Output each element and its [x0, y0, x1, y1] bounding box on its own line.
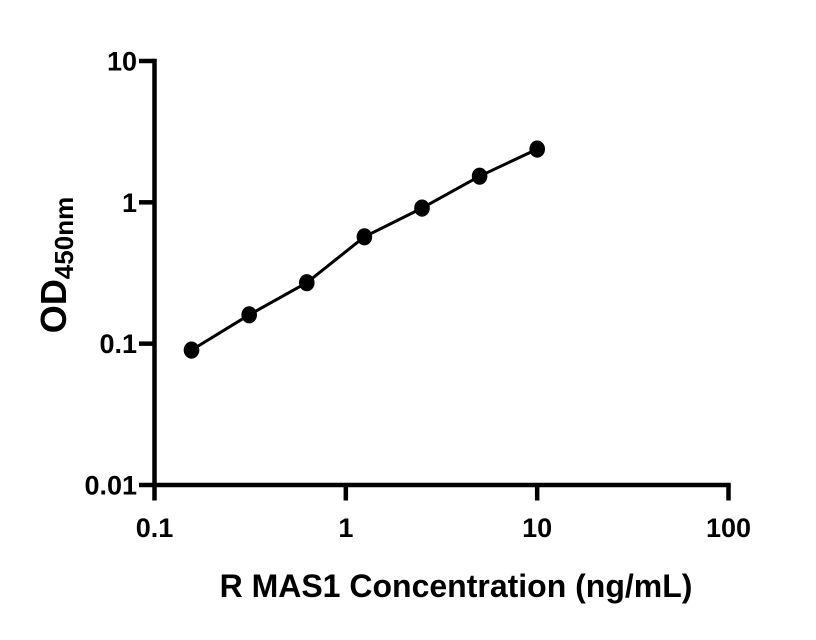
- data-point-marker: [356, 228, 373, 246]
- axes-layer: [152, 58, 731, 488]
- ticks-layer: [139, 58, 731, 501]
- y-axis-title: OD450nm: [33, 197, 79, 333]
- y-tick-label: 10: [107, 47, 137, 77]
- x-tick-label: 1: [338, 513, 353, 543]
- y-axis-title-subscript: 450nm: [49, 197, 79, 279]
- data-point-marker: [471, 167, 488, 185]
- data-point-marker: [414, 199, 430, 217]
- x-tick-label: 10: [522, 513, 552, 543]
- data-point-marker: [183, 341, 200, 359]
- y-tick-label: 0.1: [99, 329, 137, 359]
- y-axis-title-base: OD: [33, 279, 74, 333]
- series-layer: [183, 140, 545, 359]
- data-point-marker: [241, 306, 257, 324]
- data-point-marker: [299, 274, 315, 292]
- tick-labels-layer: 0.1 1 10 100 0.01 0.1 1 10: [84, 47, 751, 544]
- x-tick-label: 0.1: [136, 513, 174, 543]
- y-tick-label: 0.01: [84, 471, 137, 501]
- data-point-marker: [529, 140, 545, 158]
- x-tick-label: 100: [706, 513, 751, 543]
- y-tick-label: 1: [122, 188, 137, 218]
- x-axis-title: R MAS1 Concentration (ng/mL): [220, 568, 693, 604]
